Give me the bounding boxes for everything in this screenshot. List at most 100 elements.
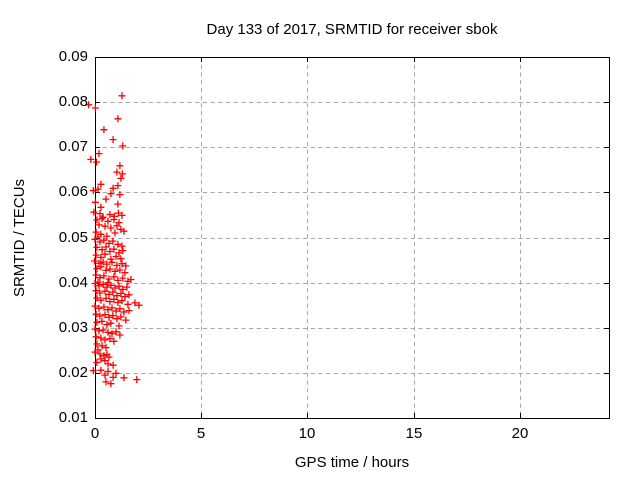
data-point <box>119 285 127 293</box>
data-point <box>109 361 117 369</box>
data-point <box>116 266 124 274</box>
data-point <box>99 258 107 266</box>
data-point <box>91 348 99 356</box>
data-point <box>107 380 115 388</box>
data-point <box>92 333 100 341</box>
data-point <box>105 239 113 247</box>
data-point <box>95 282 103 290</box>
x-tick-label: 0 <box>90 425 100 442</box>
data-point <box>121 269 129 277</box>
data-point <box>97 253 105 261</box>
data-point <box>118 170 126 178</box>
data-point <box>104 306 112 314</box>
data-point <box>93 359 101 366</box>
data-point <box>118 242 126 250</box>
data-point <box>100 126 108 134</box>
data-point <box>113 222 121 230</box>
data-point <box>96 312 104 320</box>
data-point <box>120 308 128 316</box>
data-point <box>118 260 126 268</box>
data-point <box>118 211 126 219</box>
data-point <box>110 273 118 281</box>
data-point <box>101 222 109 230</box>
data-point <box>106 298 114 306</box>
data-point <box>96 210 104 218</box>
data-point <box>114 182 122 190</box>
data-point <box>103 232 111 240</box>
data-point <box>108 258 116 266</box>
data-point <box>110 245 118 253</box>
y-axis-title: SRMTID / TECUs <box>11 178 28 298</box>
data-point <box>99 280 107 288</box>
data-point <box>103 283 111 291</box>
data-point <box>102 243 110 251</box>
data-point <box>109 184 117 192</box>
data-point <box>106 248 114 255</box>
data-point <box>114 276 122 284</box>
data-point <box>100 352 108 360</box>
data-point <box>109 312 117 320</box>
data-point <box>99 213 107 221</box>
data-point <box>119 142 127 150</box>
data-point <box>94 185 102 193</box>
data-point <box>93 243 101 251</box>
chart-title: Day 133 of 2017, SRMTID for receiver sbo… <box>206 21 498 38</box>
data-point <box>92 287 100 295</box>
data-point <box>102 266 110 274</box>
data-point <box>92 251 100 259</box>
scatter-points <box>85 92 143 388</box>
data-point <box>97 334 105 342</box>
data-point <box>90 208 98 216</box>
y-tick-label: 0.05 <box>58 229 88 246</box>
data-point <box>87 155 95 163</box>
data-point <box>113 315 121 323</box>
data-point <box>115 249 123 257</box>
data-point <box>101 311 109 319</box>
x-tick-label: 10 <box>298 425 316 442</box>
data-point <box>114 200 122 208</box>
data-point <box>107 224 115 232</box>
data-point <box>117 255 125 263</box>
data-point <box>96 238 104 246</box>
data-point <box>114 209 122 217</box>
data-point <box>116 162 124 170</box>
data-point <box>103 260 111 268</box>
data-point <box>110 295 118 303</box>
data-point <box>109 288 117 296</box>
data-point <box>91 302 99 310</box>
data-point <box>96 350 104 358</box>
data-point <box>97 296 105 304</box>
x-tick-label: 5 <box>196 425 206 442</box>
data-point <box>125 307 133 315</box>
data-point <box>101 336 109 344</box>
data-point <box>105 275 113 283</box>
data-point <box>95 221 103 229</box>
data-point <box>94 278 102 286</box>
data-point <box>95 259 103 267</box>
data-point <box>109 373 117 381</box>
data-point <box>98 246 106 254</box>
data-point <box>114 299 122 306</box>
data-point <box>107 319 115 327</box>
data-point <box>104 328 112 336</box>
data-point <box>91 257 99 265</box>
data-point <box>95 150 103 158</box>
data-point <box>91 280 99 287</box>
data-point <box>107 255 115 263</box>
data-point <box>127 276 135 283</box>
data-point <box>112 369 120 377</box>
data-point <box>91 235 99 243</box>
data-point <box>120 374 128 382</box>
data-point <box>119 247 127 255</box>
data-point <box>118 297 126 305</box>
data-point <box>104 368 112 375</box>
data-point <box>92 271 100 279</box>
data-point <box>117 174 125 182</box>
data-point <box>113 168 121 176</box>
data-point <box>110 216 118 223</box>
data-point <box>106 211 114 218</box>
data-point <box>125 291 133 299</box>
data-point <box>110 337 118 345</box>
data-point <box>114 115 122 123</box>
